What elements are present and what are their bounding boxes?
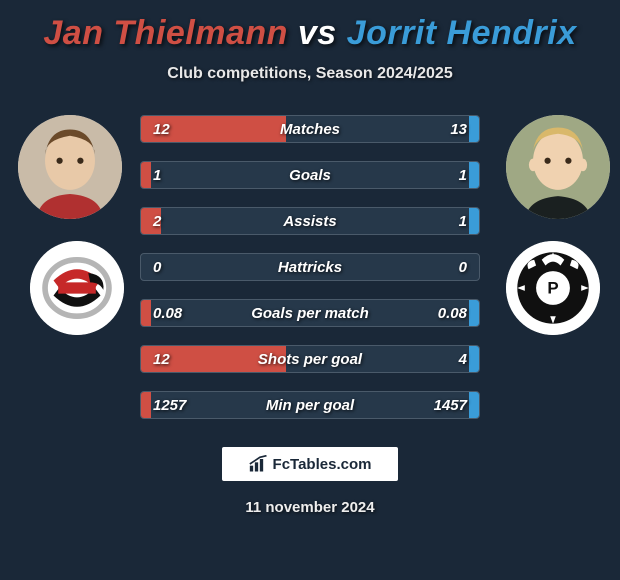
- brand-text: FcTables.com: [273, 456, 372, 473]
- stats-bars: 12 13 Matches 1 1 Goals 2 1 Assists 0 0 Hattricks 0.…: [140, 115, 480, 419]
- bar-right: [469, 208, 479, 234]
- bar-right: [469, 392, 479, 418]
- brand-badge: FcTables.com: [222, 447, 398, 481]
- stat-value-left: 0: [153, 259, 161, 276]
- bar-left: [141, 392, 151, 418]
- stat-label: Min per goal: [266, 397, 354, 414]
- stat-row: 12 4 Shots per goal: [140, 345, 480, 373]
- player-right-icon: [506, 115, 610, 219]
- stat-value-left: 1: [153, 167, 161, 184]
- page-title: Jan Thielmann vs Jorrit Hendrix: [10, 14, 610, 53]
- stat-value-left: 2: [153, 213, 161, 230]
- bar-left: [141, 162, 151, 188]
- player-left-icon: [18, 115, 122, 219]
- avatar-club-right: P: [506, 241, 600, 335]
- player-left-name: Jan Thielmann: [43, 14, 288, 52]
- stat-value-right: 4: [459, 351, 467, 368]
- avatar-player-right: [506, 115, 610, 219]
- avatar-club-left: [30, 241, 124, 335]
- svg-text:P: P: [547, 279, 558, 298]
- stat-value-right: 1: [459, 167, 467, 184]
- stat-row: 1257 1457 Min per goal: [140, 391, 480, 419]
- stat-row: 1 1 Goals: [140, 161, 480, 189]
- bar-right: [469, 162, 479, 188]
- stat-label: Goals per match: [251, 305, 369, 322]
- stat-value-left: 0.08: [153, 305, 182, 322]
- bar-left: [141, 300, 151, 326]
- comparison-area: P 12 13 Matches 1 1 Goals 2 1 Assists 0 0 Hattricks…: [10, 115, 610, 419]
- subtitle: Club competitions, Season 2024/2025: [10, 65, 610, 83]
- bar-right: [469, 300, 479, 326]
- stat-row: 0 0 Hattricks: [140, 253, 480, 281]
- stat-value-right: 1457: [434, 397, 467, 414]
- stat-value-left: 1257: [153, 397, 186, 414]
- stat-row: 0.08 0.08 Goals per match: [140, 299, 480, 327]
- stat-label: Hattricks: [278, 259, 342, 276]
- stat-label: Shots per goal: [258, 351, 362, 368]
- brand-chart-icon: [249, 455, 269, 473]
- avatar-player-left: [18, 115, 122, 219]
- date-text: 11 november 2024: [10, 499, 610, 516]
- stat-value-left: 12: [153, 121, 170, 138]
- stat-row: 12 13 Matches: [140, 115, 480, 143]
- stat-value-right: 13: [450, 121, 467, 138]
- stat-row: 2 1 Assists: [140, 207, 480, 235]
- club-right-icon: P: [506, 241, 600, 335]
- stat-value-right: 1: [459, 213, 467, 230]
- stat-label: Goals: [289, 167, 331, 184]
- player-right-name: Jorrit Hendrix: [347, 14, 577, 52]
- stat-value-right: 0.08: [438, 305, 467, 322]
- stat-value-right: 0: [459, 259, 467, 276]
- stat-label: Matches: [280, 121, 340, 138]
- club-left-icon: [30, 241, 124, 335]
- bar-right: [469, 116, 479, 142]
- stat-label: Assists: [283, 213, 336, 230]
- bar-right: [469, 346, 479, 372]
- stat-value-left: 12: [153, 351, 170, 368]
- vs-text: vs: [298, 14, 337, 52]
